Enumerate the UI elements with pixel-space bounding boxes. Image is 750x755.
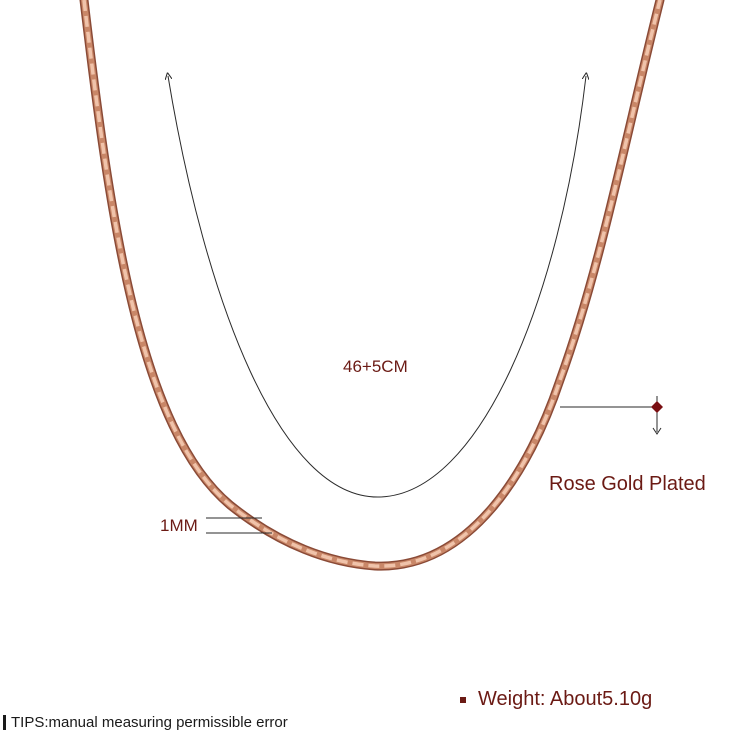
plating-pointer-arrow-icon (652, 427, 662, 435)
weight-bullet-icon (460, 696, 466, 703)
length-measure-curve (168, 76, 586, 498)
width-label: 1MM (160, 516, 198, 535)
plating-label: Rose Gold Plated (549, 473, 706, 495)
chain-links (82, 0, 662, 568)
tips-label: TIPS:manual measuring permissible error (11, 714, 288, 731)
tips-row: TIPS:manual measuring permissible error (3, 714, 288, 731)
weight-row: Weight: About5.10g (460, 688, 652, 711)
plating-pointer-diamond-icon (651, 401, 663, 413)
tips-bar-icon (3, 715, 6, 730)
length-label: 46+5CM (343, 357, 408, 376)
weight-label: Weight: About5.10g (478, 688, 653, 710)
